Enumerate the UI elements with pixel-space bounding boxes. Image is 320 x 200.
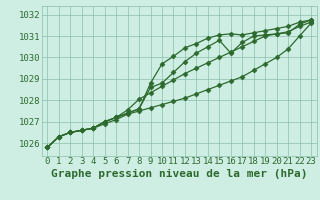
X-axis label: Graphe pression niveau de la mer (hPa): Graphe pression niveau de la mer (hPa) [51,169,308,179]
